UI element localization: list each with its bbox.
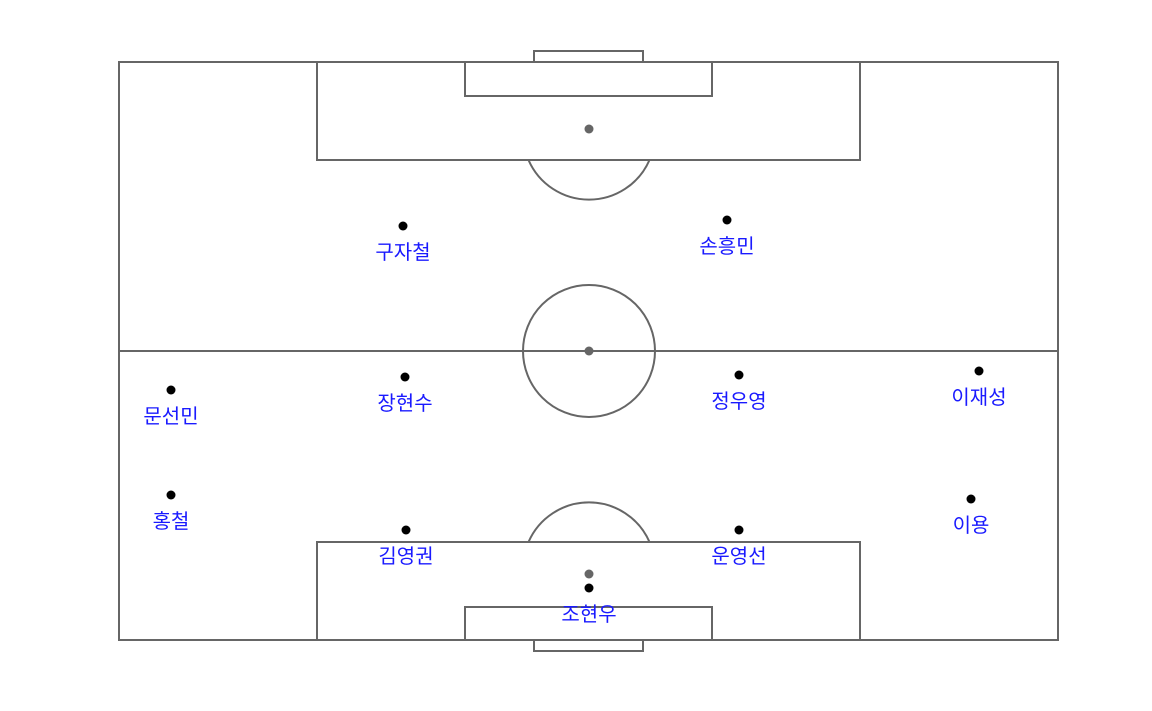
- player-name: 이재성: [951, 385, 1006, 409]
- player-dot: [401, 525, 411, 535]
- player-dot: [734, 525, 744, 535]
- player-dot: [966, 494, 976, 504]
- player-name: 문선민: [143, 404, 198, 428]
- top-penalty-area: [316, 61, 861, 161]
- player-dot: [398, 221, 408, 231]
- player-dot: [584, 583, 594, 593]
- center-circle: [522, 284, 656, 418]
- bottom-penalty-area: [316, 541, 861, 641]
- player-marker-lf: 구자철: [375, 221, 431, 264]
- player-dot: [974, 366, 984, 376]
- player-name: 손흥민: [699, 234, 754, 258]
- bottom-penalty-arc: [527, 501, 651, 543]
- player-name: 정우영: [711, 389, 766, 413]
- top-goal: [533, 50, 644, 63]
- player-marker-lcb: 김영권: [378, 525, 434, 568]
- player-marker-lb: 홍철: [153, 490, 190, 533]
- center-spot: [584, 346, 594, 356]
- bottom-penalty-spot: [584, 569, 594, 579]
- player-dot: [722, 215, 732, 225]
- player-name: 이용: [953, 513, 990, 537]
- player-marker-rcm: 정우영: [711, 370, 767, 413]
- player-dot: [166, 385, 176, 395]
- player-dot: [166, 490, 176, 500]
- bottom-goal: [533, 639, 644, 652]
- player-marker-rf: 손흥민: [699, 215, 755, 258]
- player-name: 홍철: [153, 509, 190, 533]
- player-name: 구자철: [375, 240, 430, 264]
- player-name: 운영선: [711, 544, 766, 568]
- player-dot: [734, 370, 744, 380]
- player-name: 김영권: [378, 544, 433, 568]
- player-marker-rb: 이용: [953, 494, 990, 537]
- player-marker-lcm: 장현수: [377, 372, 433, 415]
- player-marker-rm: 이재성: [951, 366, 1007, 409]
- top-penalty-arc: [527, 159, 651, 201]
- player-marker-gk: 조현우: [561, 583, 617, 626]
- player-marker-rcb: 운영선: [711, 525, 767, 568]
- player-name: 장현수: [377, 391, 432, 415]
- player-name: 조현우: [561, 602, 616, 626]
- player-marker-lm: 문선민: [143, 385, 199, 428]
- top-goal-area: [464, 61, 713, 97]
- player-dot: [400, 372, 410, 382]
- top-penalty-spot: [584, 124, 594, 134]
